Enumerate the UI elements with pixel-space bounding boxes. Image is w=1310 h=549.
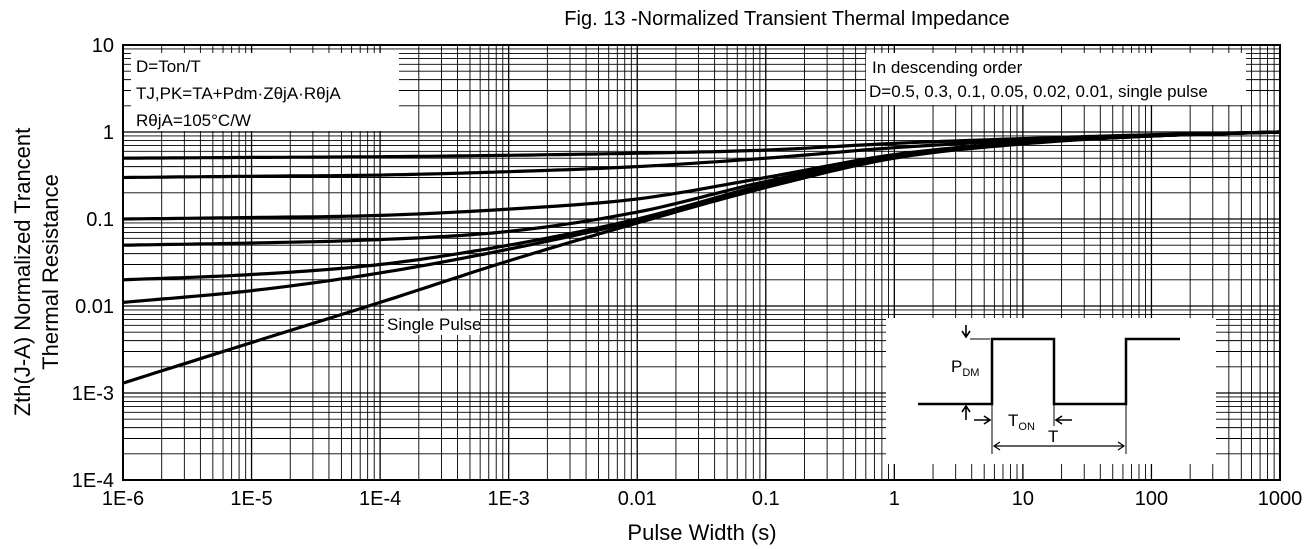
x-tick-label: 1E-3 <box>488 488 530 510</box>
formula-line-1: D=Ton/T <box>136 57 201 76</box>
arrow-right-icon <box>974 415 992 425</box>
x-axis-label: Pulse Width (s) <box>627 520 776 545</box>
series-layer <box>122 130 1281 385</box>
y-tick-label: 1E-4 <box>72 470 114 492</box>
series-line-7 <box>122 130 1281 385</box>
order-box: In descending order D=0.5, 0.3, 0.1, 0.0… <box>866 53 1246 105</box>
x-tick-label: 1E-4 <box>359 488 401 510</box>
formula-line-2: TJ,PK=TA+Pdm·ZθjA·RθjA <box>136 84 341 103</box>
formula-box: D=Ton/T TJ,PK=TA+Pdm·ZθjA·RθjA RθjA=105°… <box>131 53 399 131</box>
x-tick-label: 0.01 <box>618 488 657 510</box>
arrow-down-icon <box>961 325 971 339</box>
x-tick-label: 10 <box>1012 488 1034 510</box>
x-tick-label: 100 <box>1135 488 1168 510</box>
y-tick-label: 10 <box>92 35 114 57</box>
y-axis-label-line1: Zth(J-A) Normalized Trancent <box>10 128 35 417</box>
arrow-left-icon <box>1054 415 1072 425</box>
chart-title: Fig. 13 -Normalized Transient Thermal Im… <box>564 8 1009 30</box>
pulse-waveform-inset: PDM TON T <box>886 318 1216 464</box>
y-tick-label: 1E-3 <box>72 383 114 405</box>
y-tick-label: 1 <box>103 122 114 144</box>
order-line-1: In descending order <box>872 58 1023 77</box>
x-tick-label: 1E-6 <box>102 488 144 510</box>
x-tick-label: 1 <box>889 488 900 510</box>
arrow-up-icon <box>961 404 971 420</box>
x-tick-label: 1000 <box>1258 488 1303 510</box>
y-tick-label: 0.01 <box>75 296 114 318</box>
y-axis-label-line2: Thermal Resistance <box>38 174 63 370</box>
plot-frame <box>122 44 1281 481</box>
inset-t-label: T <box>1048 427 1058 446</box>
y-tick-labels: 1E-4 1E-3 0.01 0.1 1 10 <box>72 35 114 492</box>
single-pulse-label: Single Pulse <box>384 311 482 335</box>
formula-line-3: RθjA=105°C/W <box>136 111 251 130</box>
x-tick-label: 1E-5 <box>230 488 272 510</box>
x-tick-label: 0.1 <box>752 488 780 510</box>
single-pulse-text: Single Pulse <box>387 315 482 334</box>
x-tick-labels: 1E-6 1E-5 1E-4 1E-3 0.01 0.1 1 10 100 1000 <box>102 488 1302 510</box>
y-tick-label: 0.1 <box>86 209 114 231</box>
order-line-2: D=0.5, 0.3, 0.1, 0.05, 0.02, 0.01, singl… <box>869 82 1208 101</box>
period-dimension-line <box>992 441 1126 451</box>
pulse-waveform <box>918 337 1180 406</box>
